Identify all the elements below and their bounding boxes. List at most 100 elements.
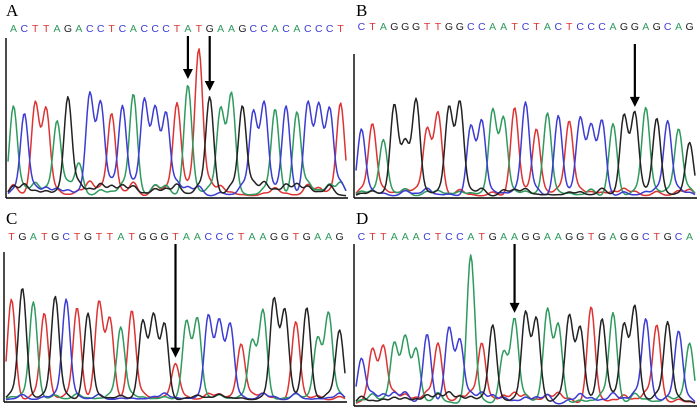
base-call-thymine: T (654, 231, 661, 243)
base-call-adenine: A (402, 231, 409, 243)
trace-thymine (7, 48, 347, 197)
variant-arrow (170, 244, 181, 358)
base-call-thymine: T (74, 231, 81, 243)
variant-arrow (509, 244, 520, 313)
trace-cytosine (355, 101, 696, 197)
base-call-adenine: A (609, 231, 616, 243)
base-call-thymine: T (566, 21, 573, 33)
base-call-thymine: T (129, 231, 136, 243)
base-call-thymine: T (43, 23, 50, 35)
base-call-cytosine: C (282, 23, 290, 35)
base-call-cytosine: C (358, 21, 366, 33)
base-call-thymine: T (588, 231, 595, 243)
base-call-adenine: A (184, 23, 191, 35)
base-call-adenine: A (500, 231, 507, 243)
variant-arrow (182, 36, 193, 79)
base-call-adenine: A (544, 231, 551, 243)
base-call-adenine: A (272, 23, 279, 35)
base-call-thymine: T (174, 23, 181, 35)
base-call-thymine: T (41, 231, 48, 243)
base-call-thymine: T (435, 231, 442, 243)
base-call-thymine: T (32, 23, 39, 35)
base-call-guanine: G (653, 21, 661, 33)
base-call-guanine: G (412, 21, 420, 33)
base-call-cytosine: C (555, 21, 563, 33)
base-call-cytosine: C (250, 23, 258, 35)
base-call-cytosine: C (576, 21, 584, 33)
base-call-cytosine: C (226, 231, 234, 243)
base-call-cytosine: C (151, 23, 159, 35)
base-call-thymine: T (533, 21, 540, 33)
trace-thymine (355, 107, 696, 197)
variant-arrow (204, 36, 215, 91)
base-call-guanine: G (685, 21, 693, 33)
base-call-guanine: G (206, 23, 214, 35)
trace-adenine (355, 254, 696, 404)
base-call-cytosine: C (86, 23, 94, 35)
panel-label-a: A (6, 1, 19, 20)
base-call-thymine: T (108, 23, 115, 35)
base-call-cytosine: C (260, 23, 268, 35)
base-call-cytosine: C (478, 21, 486, 33)
base-call-guanine: G (489, 231, 497, 243)
base-call-thymine: T (238, 231, 245, 243)
base-call-cytosine: C (205, 231, 213, 243)
base-call-cytosine: C (21, 23, 29, 35)
base-call-adenine: A (117, 231, 124, 243)
base-call-thymine: T (337, 23, 344, 35)
base-call-adenine: A (30, 231, 37, 243)
base-call-adenine: A (10, 23, 17, 35)
trace-guanine (355, 304, 696, 404)
panel-label-b: B (356, 1, 368, 20)
base-call-guanine: G (84, 231, 92, 243)
base-call-adenine: A (54, 23, 61, 35)
base-call-adenine: A (130, 23, 137, 35)
base-call-guanine: G (631, 21, 639, 33)
base-call-guanine: G (401, 21, 409, 33)
base-call-cytosine: C (326, 23, 334, 35)
base-call-guanine: G (445, 21, 453, 33)
base-call-guanine: G (664, 231, 672, 243)
trace-adenine (355, 106, 696, 197)
base-call-adenine: A (314, 231, 321, 243)
base-call-adenine: A (228, 23, 235, 35)
base-call-adenine: A (489, 21, 496, 33)
trace-guanine (7, 95, 347, 197)
base-call-adenine: A (413, 231, 420, 243)
base-call-thymine: T (96, 231, 103, 243)
base-call-guanine: G (281, 231, 289, 243)
base-call-cytosine: C (304, 23, 312, 35)
base-call-cytosine: C (358, 231, 366, 243)
trace-guanine (5, 288, 346, 401)
base-call-adenine: A (293, 23, 300, 35)
base-call-guanine: G (160, 231, 168, 243)
base-call-cytosine: C (642, 231, 650, 243)
base-call-thymine: T (293, 231, 300, 243)
base-call-thymine: T (369, 231, 376, 243)
base-call-adenine: A (544, 21, 551, 33)
base-call-adenine: A (675, 21, 682, 33)
panel-label-c: C (6, 209, 18, 228)
base-call-adenine: A (194, 231, 201, 243)
base-call-cytosine: C (456, 231, 464, 243)
base-call-thymine: T (172, 231, 179, 243)
base-call-cytosine: C (215, 231, 223, 243)
base-call-thymine: T (435, 21, 442, 33)
base-call-thymine: T (196, 23, 203, 35)
base-call-guanine: G (532, 231, 540, 243)
base-call-adenine: A (555, 231, 562, 243)
base-call-guanine: G (64, 23, 72, 35)
base-call-guanine: G (521, 231, 529, 243)
base-call-adenine: A (391, 231, 398, 243)
base-call-cytosine: C (445, 231, 453, 243)
